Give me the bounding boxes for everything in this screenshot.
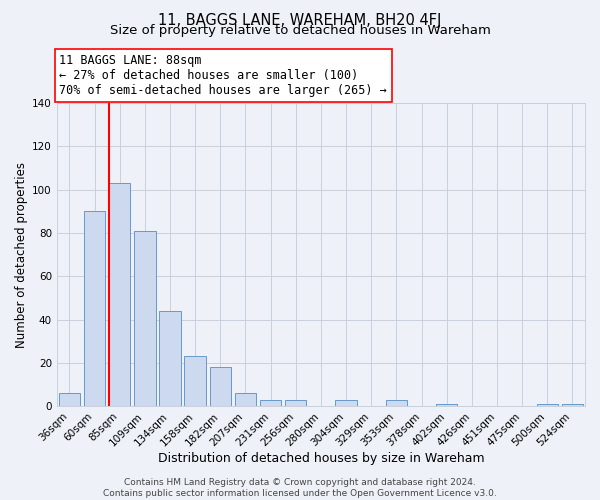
Text: Contains HM Land Registry data © Crown copyright and database right 2024.
Contai: Contains HM Land Registry data © Crown c… bbox=[103, 478, 497, 498]
Bar bbox=[335, 400, 357, 406]
Bar bbox=[260, 400, 281, 406]
Bar bbox=[184, 356, 206, 406]
Bar bbox=[436, 404, 457, 406]
X-axis label: Distribution of detached houses by size in Wareham: Distribution of detached houses by size … bbox=[158, 452, 484, 465]
Y-axis label: Number of detached properties: Number of detached properties bbox=[15, 162, 28, 348]
Bar bbox=[159, 311, 181, 406]
Bar bbox=[209, 367, 231, 406]
Bar bbox=[59, 393, 80, 406]
Bar bbox=[285, 400, 307, 406]
Text: 11 BAGGS LANE: 88sqm
← 27% of detached houses are smaller (100)
70% of semi-deta: 11 BAGGS LANE: 88sqm ← 27% of detached h… bbox=[59, 54, 387, 97]
Bar bbox=[84, 212, 105, 406]
Bar bbox=[562, 404, 583, 406]
Bar bbox=[109, 184, 130, 406]
Text: Size of property relative to detached houses in Wareham: Size of property relative to detached ho… bbox=[110, 24, 490, 37]
Bar bbox=[134, 231, 155, 406]
Bar bbox=[386, 400, 407, 406]
Bar bbox=[536, 404, 558, 406]
Text: 11, BAGGS LANE, WAREHAM, BH20 4FJ: 11, BAGGS LANE, WAREHAM, BH20 4FJ bbox=[158, 12, 442, 28]
Bar bbox=[235, 393, 256, 406]
